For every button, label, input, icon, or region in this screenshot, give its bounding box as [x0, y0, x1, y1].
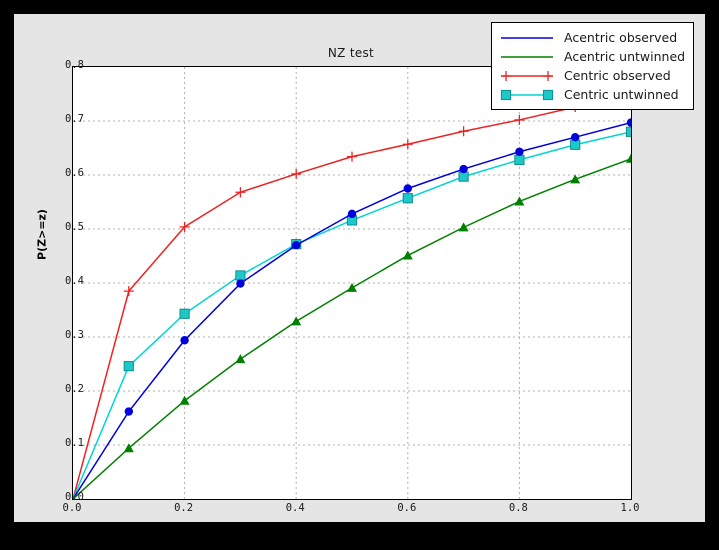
legend-swatch-none-icon [498, 49, 556, 65]
series-line [73, 131, 631, 499]
y-tick-label: 0.3 [65, 329, 84, 341]
data-point-marker-square [625, 126, 631, 137]
y-tick-label: 0.1 [65, 437, 84, 449]
data-point-marker-square [500, 89, 512, 100]
data-point-marker-circle [459, 164, 468, 174]
data-point-marker-plus [543, 70, 553, 81]
y-tick-label: 0.4 [65, 275, 84, 287]
legend-item-label: Acentric observed [564, 30, 678, 45]
data-point-marker-triangle [235, 354, 246, 364]
y-tick-label: 0.2 [65, 383, 84, 395]
legend-item-label: Centric observed [564, 68, 671, 83]
data-point-marker-triangle [458, 222, 469, 232]
data-point-marker-plus [514, 114, 525, 125]
x-axis-label: Z [347, 524, 355, 537]
data-point-marker-triangle [570, 174, 581, 184]
data-point-marker-square [458, 171, 469, 182]
series-centric-untwinned [73, 126, 631, 499]
legend-swatch-plus-icon [498, 68, 556, 84]
x-tick-label: 0.8 [508, 502, 528, 514]
legend-item-label: Centric untwinned [564, 87, 679, 102]
data-point-marker-triangle [179, 395, 190, 405]
x-tick-label: 0.6 [397, 502, 417, 514]
x-tick-label: 0.4 [285, 502, 305, 514]
x-tick-label: 0.0 [62, 502, 82, 514]
data-point-marker-circle [180, 336, 189, 345]
data-point-marker-triangle [402, 250, 413, 260]
plot-area [72, 66, 632, 500]
plot-svg [73, 67, 631, 499]
figure-canvas: NZ test P(Z>=z) Z Acentric observed Acent… [14, 14, 705, 537]
y-tick-label: 0.6 [65, 167, 84, 179]
data-point-marker-square [402, 193, 413, 204]
legend-item[interactable]: Acentric observed [498, 28, 685, 47]
data-series-layer [73, 87, 631, 499]
data-point-marker-circle [236, 279, 245, 288]
series-line [73, 121, 631, 499]
y-tick-label: 0.5 [65, 221, 84, 233]
y-tick-label: 0.7 [65, 113, 84, 125]
data-point-marker-square [123, 361, 134, 372]
data-point-marker-circle [124, 407, 133, 416]
legend-swatch-square-icon [498, 87, 556, 103]
data-point-marker-triangle [123, 443, 134, 453]
data-point-marker-plus [291, 168, 302, 179]
data-point-marker-circle [515, 147, 524, 156]
legend-swatch-none-icon [498, 30, 556, 46]
data-point-marker-square [179, 308, 190, 319]
data-point-marker-triangle [291, 316, 302, 326]
data-point-marker-plus [123, 286, 134, 297]
data-point-marker-square [514, 154, 525, 165]
y-tick-label: 0.0 [65, 491, 84, 503]
data-point-marker-plus [501, 70, 511, 81]
data-point-marker-plus [179, 221, 190, 232]
x-tick-label: 0.2 [174, 502, 194, 514]
series-centric-observed [73, 87, 631, 499]
legend-item-label: Acentric untwinned [564, 49, 686, 64]
series-acentric-untwinned [73, 153, 631, 499]
data-point-marker-circle [403, 184, 412, 193]
data-point-marker-circle [571, 133, 580, 142]
data-point-marker-circle [626, 118, 631, 127]
x-tick-label: 1.0 [620, 502, 640, 514]
gridlines [73, 67, 631, 499]
legend-item[interactable]: Acentric untwinned [498, 47, 685, 66]
data-point-marker-circle [292, 241, 301, 250]
legend: Acentric observed Acentric untwinned Centr… [491, 22, 695, 110]
data-point-marker-plus [347, 151, 357, 162]
data-point-marker-square [570, 139, 581, 150]
y-tick-label: 0.8 [65, 59, 84, 71]
data-point-marker-triangle [347, 282, 357, 292]
series-acentric-observed [73, 118, 631, 499]
legend-item[interactable]: Centric observed [498, 66, 685, 85]
data-point-marker-triangle [626, 153, 631, 163]
data-point-marker-square [542, 89, 554, 100]
chart-title: NZ test [327, 46, 375, 60]
data-point-marker-triangle [514, 196, 525, 206]
data-point-marker-plus [458, 126, 469, 137]
data-point-marker-plus [402, 139, 413, 150]
data-point-marker-circle [347, 209, 357, 219]
data-point-marker-plus [235, 187, 246, 198]
legend-item[interactable]: Centric untwinned [498, 85, 685, 104]
data-point-marker-square [235, 270, 246, 281]
